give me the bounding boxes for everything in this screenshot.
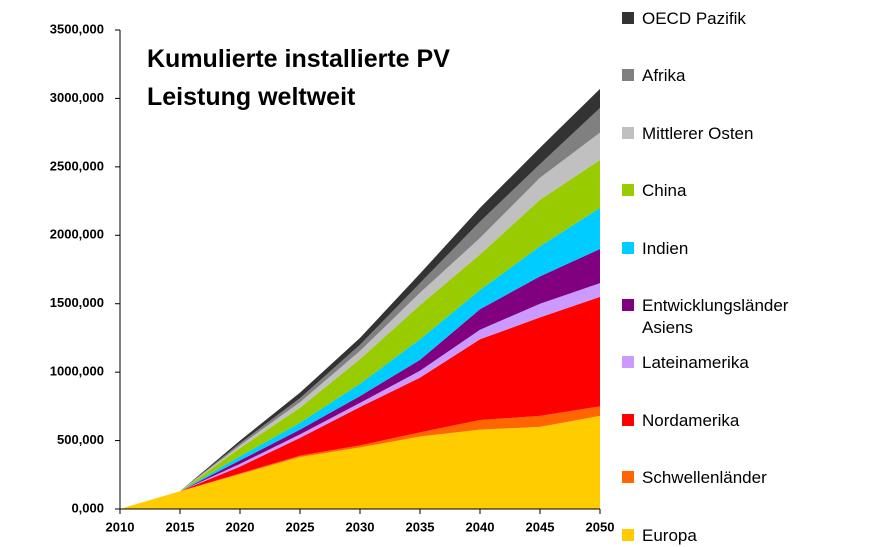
legend-swatch [622,299,634,311]
legend-label: Europa [642,525,697,545]
area [120,132,600,509]
legend-label: OECD Pazifik [642,9,746,28]
y-tick-label: 2000,000 [50,227,104,242]
legend-swatch [622,12,634,24]
legend-item: China [622,180,832,202]
legend-swatch [622,126,634,139]
x-tick-label: 2045 [526,519,555,534]
legend-swatch [622,69,634,82]
x-tick-label: 2010 [106,519,135,534]
area [120,160,600,509]
x-tick-label: 2015 [166,519,195,534]
y-tick-label: 0,000 [71,500,104,515]
legend-label: Schwellenländer [642,468,767,488]
legend-swatch [622,184,634,197]
legend-label: Lateinamerika [642,353,749,373]
legend-item: Europa [622,525,832,547]
y-tick-label: 1000,000 [50,364,104,379]
chart-title: Leistung weltweit [147,83,356,111]
legend-label: China [642,181,687,201]
x-tick-label: 2050 [586,519,615,534]
legend-label: Mittlerer Osten [642,123,754,143]
area [120,406,600,509]
y-tick-label: 1500,000 [50,295,104,310]
x-tick-label: 2035 [406,519,435,534]
legend-item: Afrika [622,65,832,87]
chart-title: Kumulierte installierte PV [147,45,450,73]
legend-label: Nordamerika [642,410,740,430]
legend-label: Entwicklungsländer Asiens [642,296,789,337]
legend-item: Lateinamerika [622,352,832,374]
area [120,415,600,509]
legend-swatch [622,471,634,484]
x-tick-label: 2030 [346,519,375,534]
legend-swatch [622,413,634,426]
legend-item: Nordamerika [622,410,832,432]
legend-item: Indien [622,238,832,260]
y-tick-label: 500,000 [57,432,104,447]
legend-item: Entwicklungsländer Asiens [622,295,832,339]
legend-item: Mittlerer Osten [622,123,832,145]
y-tick-label: 2500,000 [50,158,104,173]
area [120,248,600,509]
x-tick-label: 2025 [286,519,315,534]
legend-swatch [622,356,634,369]
area [120,283,600,509]
y-tick-label: 3000,000 [50,90,104,105]
y-tick-label: 3500,000 [50,21,104,36]
x-tick-label: 2040 [466,519,495,534]
area [120,296,600,509]
legend-label: Afrika [642,66,686,86]
legend-swatch [622,241,634,254]
legend-item: OECD Pazifik [622,8,832,30]
legend-swatch [622,528,634,541]
x-tick-label: 2020 [226,519,255,534]
legend-label: Indien [642,238,689,258]
legend-item: Schwellenländer [622,467,832,489]
